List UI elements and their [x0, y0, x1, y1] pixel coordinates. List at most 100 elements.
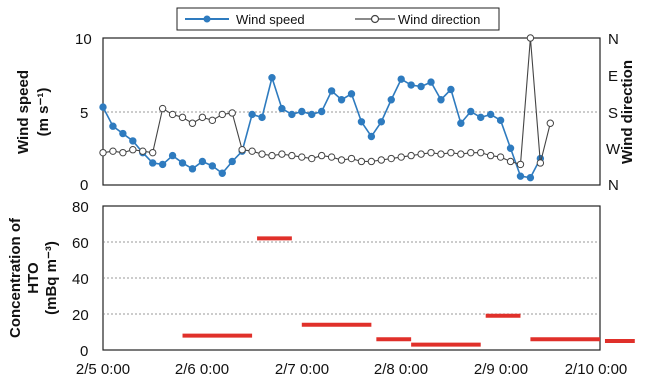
- wind-speed-point: [317, 107, 326, 116]
- bottom-ytick-40: 40: [72, 271, 89, 288]
- wind-speed-point: [457, 119, 465, 127]
- bottom-ytick-60: 60: [72, 235, 89, 252]
- xtick-2-7: 2/7 0:00: [275, 361, 329, 378]
- wind-direction-point: [139, 147, 147, 155]
- top-y2label: Wind direction: [619, 60, 636, 164]
- wind-speed-point: [447, 85, 455, 94]
- wind-direction-point: [258, 150, 266, 158]
- wind-speed-point: [387, 96, 395, 104]
- wind-speed-point: [278, 104, 286, 113]
- wind-speed-line: [102, 74, 542, 179]
- wind-direction-point: [486, 151, 495, 160]
- wind-speed-point: [467, 107, 475, 116]
- wind-speed-point: [218, 169, 226, 177]
- xtick-2-6: 2/6 0:00: [175, 361, 229, 378]
- wind-direction-point: [337, 156, 346, 164]
- wind-direction-point: [387, 154, 395, 163]
- wind-speed-point: [168, 151, 177, 160]
- top-y2tick-N-bottom: N: [608, 177, 619, 194]
- wind-direction-point: [158, 104, 167, 113]
- wind-speed-point: [437, 96, 445, 104]
- top-ytick-0: 0: [80, 177, 88, 194]
- bottom-ylabel-line1: Concentration of: [7, 217, 24, 338]
- wind-direction-point: [99, 148, 107, 157]
- bottom-series-layer: [182, 236, 635, 347]
- wind-direction-point: [288, 151, 296, 160]
- wind-speed-point: [347, 90, 356, 98]
- wind-speed-point: [367, 132, 376, 141]
- wind-direction-point: [506, 157, 515, 166]
- wind-speed-point: [526, 173, 535, 182]
- wind-speed-point: [99, 103, 107, 111]
- wind-speed-point: [506, 144, 515, 152]
- wind-direction-point: [178, 113, 187, 122]
- wind-direction-point: [407, 151, 415, 160]
- wind-speed-point: [188, 165, 197, 173]
- top-ylabel-line2: (m s⁻¹): [35, 88, 52, 137]
- wind-direction-point: [516, 160, 525, 169]
- legend-direction-marker-icon: [370, 14, 380, 24]
- wind-direction-point: [298, 153, 306, 161]
- wind-speed-point: [178, 159, 187, 167]
- wind-direction-point: [427, 148, 435, 157]
- wind-speed-point: [496, 116, 505, 125]
- bottom-ylabel-line2: HTO: [25, 262, 42, 294]
- wind-speed-point: [119, 129, 127, 138]
- wind-direction-point: [377, 156, 386, 164]
- top-y2tick-E: E: [608, 68, 618, 85]
- wind-direction-point: [467, 148, 475, 157]
- top-ylabel-line1: Wind speed: [15, 70, 32, 154]
- wind-speed-point: [377, 118, 386, 126]
- wind-direction-point: [248, 147, 256, 155]
- wind-direction-point: [477, 148, 485, 157]
- wind-speed-point: [337, 96, 346, 104]
- legend-entry-wind-speed: Wind speed: [236, 12, 305, 27]
- wind-speed-point: [288, 110, 296, 119]
- wind-direction-point: [198, 113, 207, 122]
- wind-direction-point: [208, 116, 217, 125]
- wind-direction-point: [109, 147, 117, 155]
- legend: Wind speed Wind direction: [176, 7, 500, 31]
- wind-direction-point: [218, 110, 226, 119]
- wind-direction-point: [447, 148, 455, 157]
- bottom-ytick-80: 80: [72, 199, 89, 216]
- wind-direction-point: [347, 154, 356, 163]
- wind-direction-point: [278, 150, 286, 158]
- wind-speed-point: [109, 122, 117, 130]
- xtick-2-9: 2/9 0:00: [474, 361, 528, 378]
- wind-speed-point: [298, 107, 306, 116]
- top-y2tick-W: W: [606, 141, 621, 158]
- wind-speed-point: [407, 81, 415, 89]
- wind-direction-point: [367, 157, 376, 166]
- xtick-2-5: 2/5 0:00: [76, 361, 130, 378]
- wind-speed-point: [208, 162, 217, 170]
- wind-direction-point: [119, 148, 127, 157]
- bottom-ytick-20: 20: [72, 307, 89, 324]
- legend-speed-marker-icon: [203, 15, 211, 23]
- top-y2tick-S: S: [608, 105, 618, 122]
- wind-direction-point: [149, 148, 157, 157]
- wind-speed-point: [427, 78, 435, 86]
- wind-speed-point: [308, 110, 316, 119]
- wind-direction-point: [228, 109, 236, 117]
- wind-direction-point: [327, 153, 336, 161]
- wind-speed-point: [486, 110, 495, 119]
- top-series-layer: [99, 34, 554, 182]
- wind-speed-point: [198, 157, 207, 166]
- top-ytick-10: 10: [75, 31, 92, 48]
- wind-direction-point: [357, 157, 366, 166]
- wind-speed-point: [148, 159, 157, 167]
- wind-direction-point: [546, 119, 554, 127]
- wind-speed-point: [327, 87, 336, 95]
- wind-direction-point: [496, 153, 505, 161]
- wind-speed-point: [417, 82, 425, 91]
- wind-speed-point: [268, 73, 276, 82]
- wind-speed-point: [397, 75, 405, 83]
- wind-direction-point: [536, 159, 545, 167]
- wind-speed-point: [516, 172, 525, 180]
- wind-speed-point: [477, 113, 485, 122]
- wind-direction-point: [317, 151, 326, 160]
- wind-direction-point: [457, 150, 465, 158]
- wind-direction-point: [238, 146, 246, 154]
